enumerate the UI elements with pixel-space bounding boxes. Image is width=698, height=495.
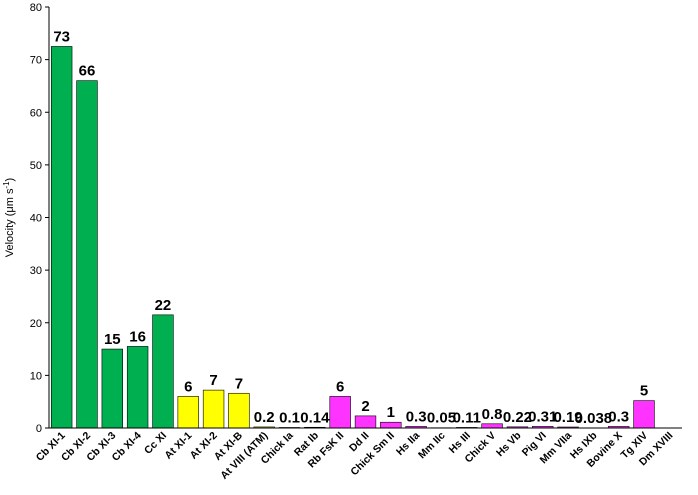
- x-category-label: Mm IIc: [416, 430, 448, 462]
- bars: [50, 46, 655, 429]
- y-axis-title-superscript: -1: [2, 181, 11, 189]
- bar-value-label: 0.3: [406, 408, 427, 425]
- bar-value-label: 0.19: [553, 409, 582, 426]
- bar-value-label: 0.11: [453, 409, 481, 426]
- x-category-label: At XI-1: [162, 430, 194, 462]
- bar-value-label: 7: [235, 375, 243, 392]
- bar: [50, 46, 73, 429]
- bar: [76, 80, 98, 429]
- bar-value-label: 7: [209, 372, 217, 389]
- y-tick-label: 70: [30, 55, 42, 67]
- y-axis-ticks: 0 10 20 30 40 50 60 70 80: [30, 2, 49, 435]
- bar-value-label: 0.1: [279, 409, 300, 426]
- bar-value-label: 0.31: [528, 408, 557, 425]
- y-axis-title: Velocity (μm s-1): [2, 178, 17, 257]
- bar-value-label: 0.038: [575, 410, 613, 427]
- y-tick-label: 10: [30, 370, 42, 382]
- bar-value-label: 0.3: [608, 408, 629, 425]
- y-tick-label: 80: [30, 2, 42, 14]
- bar-value-label: 2: [361, 398, 369, 415]
- bar-value-label: 22: [155, 297, 172, 314]
- bar: [228, 392, 250, 429]
- bar: [481, 423, 503, 429]
- bar-value-label: 0.14: [300, 409, 330, 426]
- bar-value-label: 6: [336, 378, 344, 395]
- bar-value-label: 0.2: [254, 409, 275, 426]
- bar: [152, 314, 174, 429]
- y-tick-label: 0: [36, 423, 42, 435]
- y-tick-label: 60: [30, 107, 42, 119]
- bar-value-label: 66: [79, 63, 96, 80]
- bar: [177, 396, 199, 429]
- bar-value-label: 5: [640, 383, 648, 400]
- y-tick-label: 40: [30, 213, 42, 225]
- bar: [202, 389, 225, 429]
- y-tick-label: 30: [30, 265, 42, 277]
- y-tick-label: 50: [30, 160, 42, 172]
- bar-value-label: 16: [129, 328, 146, 345]
- x-category-label: Hs Vb: [494, 430, 524, 460]
- bar: [354, 415, 377, 429]
- bar: [101, 348, 123, 429]
- bar-value-label: 0.8: [482, 406, 503, 423]
- bar-value-label: 1: [387, 404, 395, 421]
- y-tick-label: 20: [30, 318, 42, 330]
- bar: [126, 346, 149, 429]
- y-axis-title-main: Velocity (μm s: [4, 188, 16, 257]
- bar: [633, 400, 655, 429]
- y-axis-title-close: ): [4, 178, 16, 182]
- bar: [380, 421, 402, 429]
- bar: [329, 396, 351, 429]
- bar-value-label: 15: [104, 331, 121, 348]
- bar-value-label: 73: [53, 28, 70, 45]
- bar-value-label: 6: [184, 378, 192, 395]
- bar-value-label: 0.05: [427, 410, 456, 427]
- bar-value-label: 0.22: [503, 409, 532, 426]
